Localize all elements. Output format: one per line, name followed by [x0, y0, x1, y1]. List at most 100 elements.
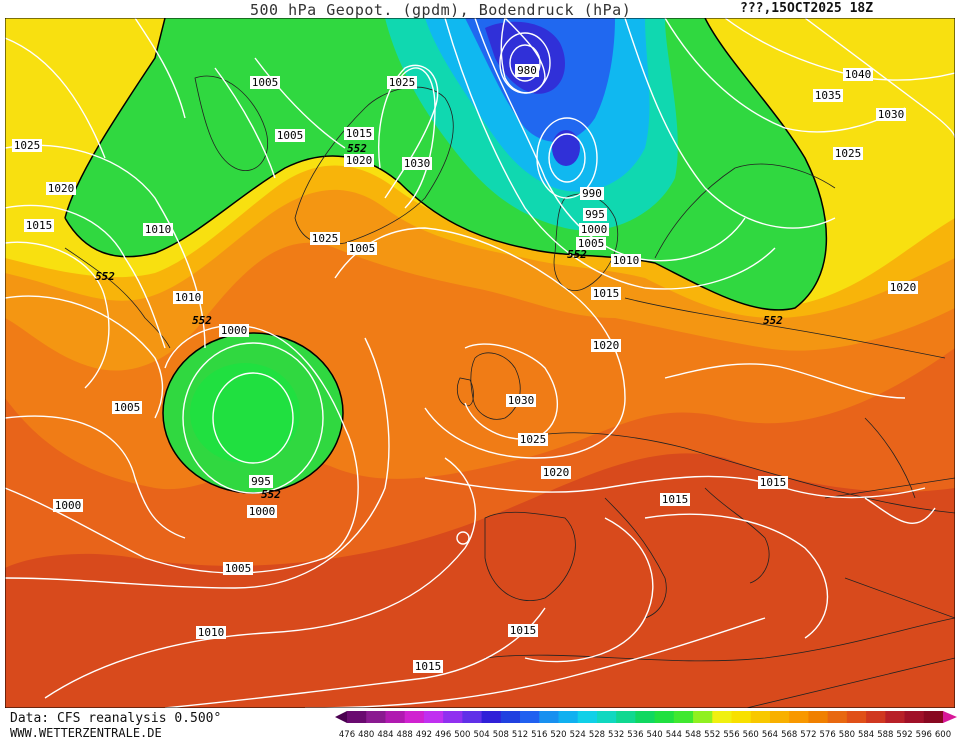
legend-tick-label: 504: [473, 730, 489, 739]
legend-swatch: [539, 711, 559, 723]
legend-arrow-right: [943, 711, 957, 723]
isobar-label: 1025: [387, 76, 417, 89]
isobar-label-text: 1025: [14, 139, 41, 152]
isobar-label-text: 1020: [593, 339, 620, 352]
isobar-label: 1035: [813, 89, 843, 102]
isobar-label: 1010: [611, 254, 641, 267]
legend-swatch: [654, 711, 675, 723]
isobar-label-text: 1020: [48, 182, 75, 195]
isobar-label: 1025: [518, 433, 548, 446]
legend-tick-label: 568: [781, 730, 797, 739]
isobar-label: 1010: [143, 223, 173, 236]
legend-tick-label: 528: [589, 730, 605, 739]
legend-tick-label: 516: [531, 730, 547, 739]
legend-swatch: [366, 711, 386, 723]
isobar-label: 1015: [758, 476, 788, 489]
isobar-label-text: 1000: [581, 223, 608, 236]
isobar-label: 1015: [344, 127, 374, 140]
isobar-label-text: 980: [517, 64, 537, 77]
isobar-label-text: 552: [192, 314, 212, 327]
legend-tick-label: 564: [762, 730, 778, 739]
isobar-label: 1025: [12, 139, 42, 152]
legend-tick-label: 584: [858, 730, 874, 739]
isobar-label-text: 552: [567, 248, 587, 261]
isobar-label: 1005: [112, 401, 142, 414]
isobar-label-text: 995: [585, 208, 605, 221]
geopotential-field-516: [552, 130, 580, 166]
isobar-label: 552: [567, 248, 587, 261]
isobar-label: 552: [192, 314, 212, 327]
coastlines: [64, 75, 955, 708]
legend-tick-label: 576: [820, 730, 836, 739]
isobar-label: 1015: [660, 493, 690, 506]
isobar-label: 1020: [591, 339, 621, 352]
isobar-label-text: 1005: [349, 242, 376, 255]
isobar-label: 1000: [579, 223, 609, 236]
legend-tick-label: 552: [704, 730, 720, 739]
isobar-label-text: 1015: [760, 476, 787, 489]
map-date: ???,15OCT2025 18Z: [740, 1, 874, 16]
legend-arrow-left: [335, 711, 347, 723]
isobar-label-text: 1015: [510, 624, 537, 637]
isobar-label-text: 1000: [249, 505, 276, 518]
legend-swatch: [731, 711, 752, 723]
website-credit: WWW.WETTERZENTRALE.DE: [10, 726, 162, 740]
legend-tick-label: 524: [570, 730, 586, 739]
isobar-label-text: 552: [261, 488, 281, 501]
isobar-label: 1030: [876, 108, 906, 121]
legend-tick-label: 544: [666, 730, 682, 739]
legend-tick-label: 496: [435, 730, 451, 739]
isobar-label-text: 1010: [145, 223, 172, 236]
isobar-label: 995: [249, 475, 273, 488]
isobar-label-text: 1005: [277, 129, 304, 142]
legend-swatch: [347, 711, 367, 723]
legend-swatch: [750, 711, 771, 723]
isobar-labels: 1025 1020 1015 1010 1005 1005 1005 1025 …: [12, 64, 918, 673]
isobar-label-text: 995: [251, 475, 271, 488]
legend-swatch: [558, 711, 579, 723]
map-header: 500 hPa Geopot. (gpdm), Bodendruck (hPa)…: [0, 0, 959, 19]
legend-swatch: [596, 711, 617, 723]
legend-swatch: [577, 711, 598, 723]
legend-tick-label: 488: [397, 730, 413, 739]
isobar-label-text: 1020: [543, 466, 570, 479]
legend-tick-label: 588: [877, 730, 893, 739]
legend-tick-label: 580: [839, 730, 855, 739]
legend-tick-label: 592: [896, 730, 912, 739]
isobar-label: 552: [347, 142, 367, 155]
legend-tick-label: 484: [377, 730, 393, 739]
isobar-label: 1015: [24, 219, 54, 232]
legend-swatch: [885, 711, 906, 723]
legend-swatch: [673, 711, 694, 723]
isobar-label-text: 1020: [890, 281, 917, 294]
legend-swatch: [385, 711, 406, 723]
legend-tick-label: 572: [800, 730, 816, 739]
isobar-label: 1005: [576, 237, 606, 250]
isobar-label-text: 1030: [878, 108, 905, 121]
legend-tick-label: 536: [627, 730, 643, 739]
isobar-label: 990: [580, 187, 604, 200]
legend-swatch: [846, 711, 867, 723]
isobar-label: 1025: [833, 147, 863, 160]
contour-552-north: [64, 18, 828, 311]
weather-map: 1025 1020 1015 1010 1005 1005 1005 1025 …: [5, 18, 955, 708]
isobar-label: 1040: [843, 68, 873, 81]
isobar-label: 1015: [591, 287, 621, 300]
isobar-label-text: 552: [347, 142, 367, 155]
legend-tick-label: 520: [550, 730, 566, 739]
isobar-label-text: 1010: [198, 626, 225, 639]
legend-swatch: [808, 711, 829, 723]
isobar-label: 1005: [250, 76, 280, 89]
isobar-label: 1015: [508, 624, 538, 637]
legend-swatch: [904, 711, 925, 723]
legend-tick-label: 596: [916, 730, 932, 739]
isobar-label: 980: [515, 64, 539, 77]
data-source: Data: CFS reanalysis 0.500°: [10, 711, 222, 726]
isobar-label-text: 990: [582, 187, 602, 200]
isobar-label: 1020: [541, 466, 571, 479]
isobar-label: 1020: [46, 182, 76, 195]
legend-tick-label: 560: [743, 730, 759, 739]
isobar-label-text: 1000: [55, 499, 82, 512]
isobar-label-text: 1015: [346, 127, 373, 140]
isobar-label: 1005: [223, 562, 253, 575]
